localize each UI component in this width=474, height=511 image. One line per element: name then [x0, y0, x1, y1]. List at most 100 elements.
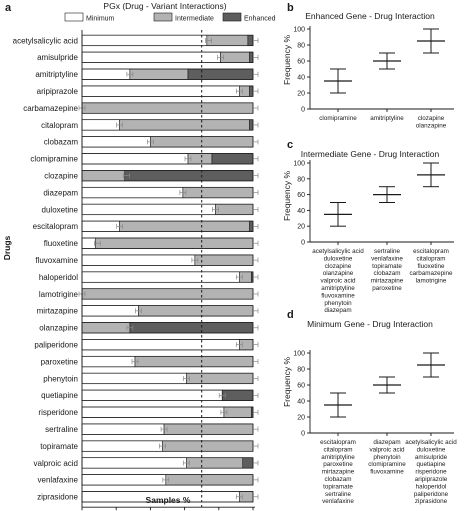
drug-label-acetylsalicylic-acid: acetylsalicylic acid — [13, 36, 78, 45]
chart-d-plot: 0 20 40 60 80 100 escitalopramcitalopramamitri… — [293, 350, 457, 505]
bar-sertraline-intermediate — [163, 423, 254, 435]
chart-c-title: Intermediate Gene - Drug Interaction — [301, 149, 440, 159]
drug-label-haloperidol: haloperidol — [39, 273, 78, 282]
bar-duloxetine-intermediate — [215, 203, 254, 215]
chart-d-category-2-quetiapine: quetiapine — [416, 461, 446, 468]
chart-a-x-label: Samples % — [146, 495, 191, 505]
chart-c-plot: 0 20 40 60 80 100 acetylsalicylic acidduloxeti… — [293, 160, 454, 314]
chart-c-y-tick-label-0: 0 — [301, 240, 305, 247]
drug-label-amisulpride: amisulpride — [37, 53, 78, 62]
legend-label-enhanced: Enhanced — [244, 16, 276, 23]
chart-c-y-tick-label-20: 20 — [297, 224, 305, 231]
chart-c-category-2-fluoxetine: fluoxetine — [418, 263, 445, 270]
bar-paliperidone-minimum — [81, 339, 240, 351]
chart-a-legend: Minimum Intermediate Enhanced — [64, 12, 276, 23]
chart-d-category-2-acetylsalicylic-acid: acetylsalicylic acid — [405, 439, 457, 446]
chart-c-category-0-phenytoin: phenytoin — [324, 300, 352, 307]
chart-d-category-2-paliperidone: paliperidone — [414, 491, 449, 498]
drug-label-clomipramine: clomipramine — [30, 155, 78, 164]
bar-risperidone-intermediate — [223, 406, 252, 418]
drug-label-quetiapine: quetiapine — [41, 391, 78, 400]
bar-clozapine-enhanced — [124, 170, 254, 182]
bar-topiramate-intermediate — [162, 440, 254, 452]
bar-citalopram-intermediate — [119, 119, 250, 131]
chart-c-category-0-olanzapine: olanzapine — [323, 270, 354, 277]
bar-lamotrigine-intermediate — [81, 288, 254, 300]
chart-d-y-tick-label-100: 100 — [293, 351, 305, 358]
legend-swatch-enhanced — [222, 12, 242, 22]
chart-c-category-1-sertraline: sertraline — [374, 248, 400, 255]
chart-d-y-tick-label-0: 0 — [301, 431, 305, 438]
bar-acetylsalicylic-acid-intermediate — [206, 34, 249, 47]
chart-d-category-0-paroxetine: paroxetine — [323, 461, 353, 468]
drug-label-venlafaxine: venlafaxine — [38, 476, 79, 485]
legend-swatch-minimum — [64, 12, 84, 22]
bar-diazepam-intermediate — [182, 187, 254, 199]
chart-c-category-1-paroxetine: paroxetine — [372, 285, 402, 292]
chart-c-category-1-venlafaxine: venlafaxine — [371, 255, 403, 262]
bar-amisulpride-minimum — [81, 51, 221, 63]
chart-c-category-1-mirtazapine: mirtazapine — [371, 278, 404, 285]
bar-risperidone-minimum — [81, 406, 225, 418]
chart-d-category-2-risperidone: risperidone — [415, 469, 447, 476]
bar-clomipramine-minimum — [81, 153, 189, 165]
bar-paroxetine-minimum — [81, 355, 136, 368]
chart-c-y-tick-label-40: 40 — [297, 208, 305, 215]
chart-d-category-0-mirtazapine: mirtazapine — [322, 469, 355, 476]
chart-c-category-1-topiramate: topiramate — [372, 263, 402, 270]
bar-carbamazepine-intermediate — [81, 102, 254, 114]
bar-phenytoin-minimum — [81, 372, 187, 385]
bar-amisulpride-enhanced — [249, 51, 254, 63]
chart-c-category-0-diazepam: diazepam — [324, 307, 351, 314]
bar-olanzapine-intermediate — [81, 322, 131, 334]
chart-d-category-2-aripiprazole: aripiprazole — [415, 476, 448, 483]
bar-olanzapine-enhanced — [129, 322, 254, 334]
bar-diazepam-minimum — [81, 187, 184, 199]
chart-c-y-tick-label-60: 60 — [297, 192, 305, 199]
drug-label-ziprasidone: ziprasidone — [37, 493, 78, 502]
bar-escitalopram-enhanced — [249, 220, 254, 232]
bar-citalopram-minimum — [81, 119, 120, 131]
chart-d-category-0-sertraline: sertraline — [325, 491, 351, 498]
chart-d-category-1-clomipramine: clomipramine — [368, 461, 406, 468]
bar-fluvoxamine-minimum — [81, 254, 196, 266]
drug-label-sertraline: sertraline — [45, 425, 78, 434]
bar-amisulpride-intermediate — [220, 51, 250, 63]
panel-letter-b: b — [287, 2, 294, 14]
bar-fluvoxamine-intermediate — [194, 254, 254, 266]
chart-c-category-2-lamotrigine: lamotrigine — [416, 278, 447, 285]
chart-b-category-1-amitriptyline: amitriptyline — [370, 115, 404, 122]
chart-d-y-tick-label-80: 80 — [297, 367, 305, 374]
bar-acetylsalicylic-acid-minimum — [81, 34, 208, 47]
chart-c-category-0-valproic-acid: valproic acid — [321, 278, 356, 285]
drug-label-duloxetine: duloxetine — [42, 205, 79, 214]
panel-b-dot-plot: Enhanced Gene - Drug Interaction Frequen… — [282, 11, 454, 129]
chart-c-category-0-duloxetine: duloxetine — [324, 255, 353, 262]
drug-label-escitalopram: escitalopram — [33, 222, 79, 231]
bar-aripiprazole-minimum — [81, 85, 240, 97]
chart-a-title: PGx (Drug - Variant Interactions) — [103, 1, 226, 11]
panel-letter-d: d — [287, 309, 294, 321]
bar-mirtazapine-minimum — [81, 305, 139, 317]
bar-clozapine-intermediate — [81, 170, 126, 182]
bar-valproic-acid-minimum — [81, 457, 187, 469]
drug-label-fluoxetine: fluoxetine — [44, 239, 79, 248]
bar-escitalopram-intermediate — [119, 220, 250, 232]
chart-d-category-1-valproic-acid: valproic acid — [370, 446, 405, 453]
bar-amitriptyline-intermediate — [129, 68, 189, 80]
bar-fluoxetine-intermediate — [95, 237, 254, 249]
drug-label-olanzapine: olanzapine — [39, 324, 78, 333]
bar-haloperidol-minimum — [81, 271, 240, 283]
chart-b-category-0-clomipramine: clomipramine — [319, 115, 357, 122]
drug-label-mirtazapine: mirtazapine — [37, 307, 79, 316]
chart-b-category-2-clozapine: clozapine — [418, 115, 445, 122]
bar-clomipramine-enhanced — [211, 153, 254, 165]
bar-duloxetine-minimum — [81, 203, 216, 215]
bar-venlafaxine-intermediate — [165, 474, 254, 486]
bar-aripiprazole-enhanced — [249, 85, 254, 97]
bar-escitalopram-minimum — [81, 220, 120, 232]
panel-letter-a: a — [5, 2, 12, 14]
chart-b-y-tick-label-0: 0 — [301, 107, 305, 114]
